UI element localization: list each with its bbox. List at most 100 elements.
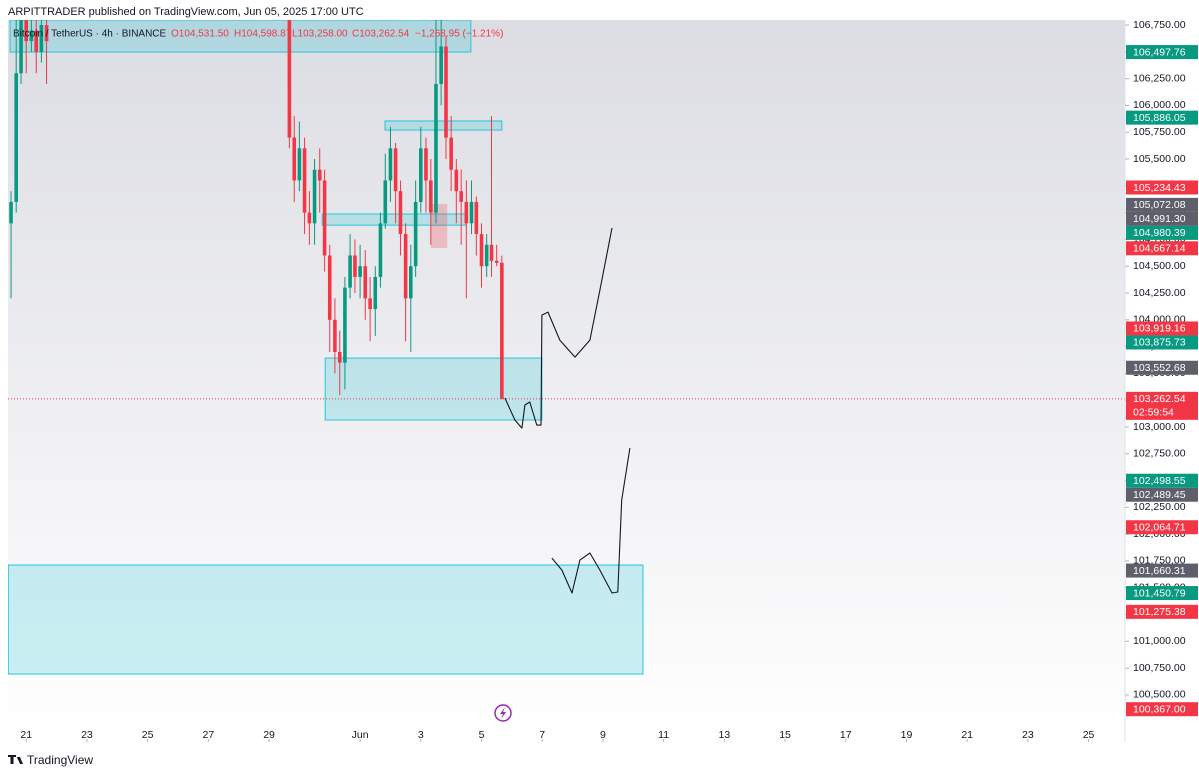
price-label-box [1126,487,1198,502]
legend-change: −1,268.95 (−1.21%) [415,29,503,40]
y-tick-label: 105,500.00 [1133,153,1186,165]
candle-body [337,351,342,363]
candle-body [449,137,453,170]
x-tick-label: 23 [1022,729,1034,741]
candle-body [343,287,347,363]
price-label-box [1126,45,1198,60]
candle-body [307,212,312,224]
candle-body [348,255,352,288]
candle-body [398,191,403,235]
candle-body [429,180,433,213]
x-tick-label: 25 [142,729,154,741]
candle-body [484,244,489,267]
candle-body [494,260,499,263]
price-label-box [1126,110,1198,125]
brand-text: TradingView [27,753,93,767]
price-label: 101,660.31 [1133,565,1186,577]
last-price-label: 103,262.54 [1133,393,1186,405]
candle-body [297,148,302,181]
legend-symbol: Bitcoin / TetherUS · 4h · BINANCE [13,29,167,40]
x-tick-label: 7 [539,729,545,741]
candle-body [408,266,413,299]
candle-body [14,73,18,202]
candle-body [434,83,438,213]
zone [324,357,543,421]
x-tick-label: 13 [718,729,730,741]
y-tick-label: 102,750.00 [1133,448,1186,460]
price-label: 105,072.08 [1133,199,1186,211]
price-label-box [1126,197,1198,212]
y-tick-label: 100,500.00 [1133,689,1186,701]
x-tick-label: 15 [779,729,791,741]
candle-body [317,169,322,181]
x-tick-label: 23 [81,729,93,741]
y-tick-label: 106,250.00 [1133,72,1186,84]
candle-body [464,201,469,224]
price-label: 101,450.79 [1133,587,1186,599]
drawing [504,227,613,429]
price-label: 104,667.14 [1133,243,1186,255]
zone [384,120,503,131]
x-tick-label: 27 [202,729,214,741]
x-tick-label: 29 [263,729,275,741]
candle-body [363,266,368,299]
candle-body [479,234,484,267]
candle-body [292,137,297,181]
candle-body [287,20,292,138]
plot-area [8,20,1125,675]
price-label-box [1126,335,1198,350]
y-tick-label: 100,750.00 [1133,662,1186,674]
candle-body [419,148,423,202]
zone [8,564,644,675]
last-price-box [1126,391,1198,420]
price-label: 104,980.39 [1133,227,1186,239]
price-label-box [1126,563,1198,578]
candle-body [24,20,29,42]
countdown: 02:59:54 [1133,407,1174,419]
candle-body [383,180,388,224]
legend-high: H104,598.87 [234,29,292,40]
candle-body [34,30,39,52]
legend: Bitcoin / TetherUS · 4h · BINANCE O104,5… [13,29,503,40]
y-tick-label: 104,500.00 [1133,260,1186,272]
price-label-box [1126,180,1198,195]
zone [430,204,448,248]
candle-body [388,148,393,181]
candle-body [500,262,504,399]
x-tick-label: 25 [1083,729,1095,741]
y-tick-label: 103,000.00 [1133,421,1186,433]
price-label-box [1126,225,1198,240]
y-tick-label: 104,250.00 [1133,287,1186,299]
header: ARPITTRADER published on TradingView.com… [8,6,364,18]
price-label-box [1126,604,1198,619]
price-label: 105,886.05 [1133,112,1186,124]
price-label: 104,991.30 [1133,213,1186,225]
price-label: 102,064.71 [1133,522,1186,534]
price-label: 103,875.73 [1133,337,1186,349]
candle-body [454,169,459,192]
y-tick-label: 102,250.00 [1133,501,1186,513]
plot-background [8,20,1125,742]
price-label-box [1126,520,1198,535]
x-tick-label: 19 [901,729,913,741]
alert-icon [494,704,512,722]
price-label: 101,275.38 [1133,606,1186,618]
candle-body [439,46,443,84]
candle-body [403,234,408,299]
candle-body [469,201,474,224]
candle-body [333,319,337,352]
price-label-box [1126,586,1198,601]
x-tick-label: 5 [479,729,485,741]
y-tick-label: 106,000.00 [1133,99,1186,111]
price-label-box [1126,241,1198,256]
price-label-box [1126,473,1198,488]
candle-body [353,255,357,277]
y-tick-label: 106,750.00 [1133,19,1186,31]
x-tick-label: 11 [658,729,669,741]
candle-body [424,148,428,181]
price-label: 103,919.16 [1133,323,1186,335]
price-label-box [1126,360,1198,375]
candle-body [29,30,34,42]
